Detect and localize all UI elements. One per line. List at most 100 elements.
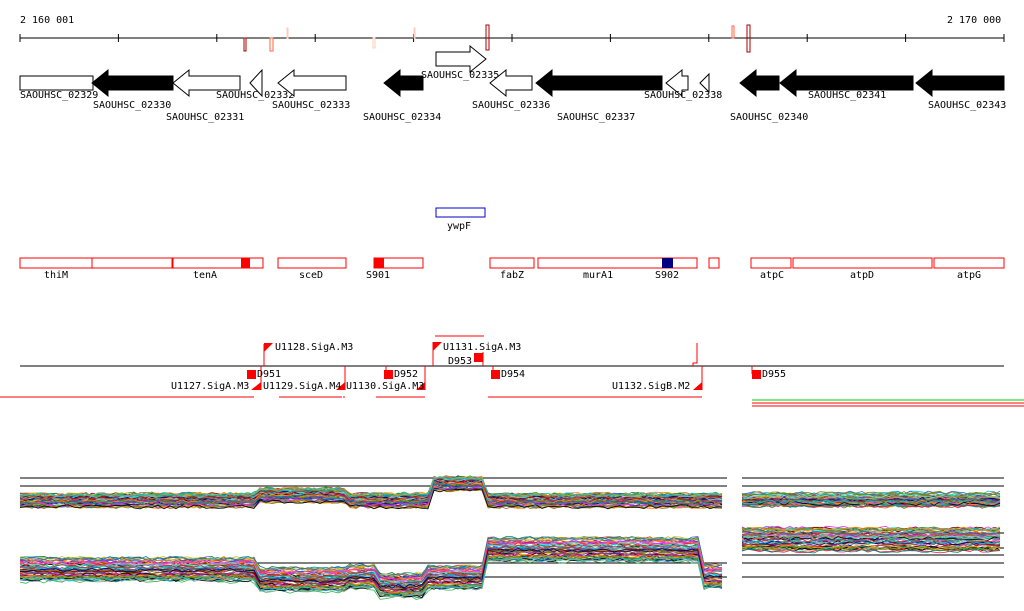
promoter-marker[interactable]: [251, 382, 261, 390]
operon-box[interactable]: [750, 257, 792, 269]
operon-box[interactable]: [537, 257, 698, 269]
promoter-marker[interactable]: [433, 342, 442, 351]
gene-label: SAOUHSC_02343: [928, 100, 1006, 111]
operon-box[interactable]: [277, 257, 347, 269]
expression-profile: [19, 554, 723, 595]
snp-marker[interactable]: [485, 24, 490, 51]
terminator-marker[interactable]: [247, 370, 256, 379]
promoter-marker[interactable]: [336, 382, 345, 390]
expression-profile: [741, 548, 1001, 554]
expression-profile: [741, 539, 1001, 544]
gene-SAOUHSC_02340[interactable]: [739, 68, 780, 98]
expression-profile: [19, 482, 723, 504]
promoter-label: U1128.SigA.M3: [275, 342, 353, 353]
promoter-marker[interactable]: [264, 343, 273, 352]
operon-box[interactable]: [933, 257, 1005, 269]
expression-profile: [741, 527, 1001, 533]
gene-SAOUHSC_02332[interactable]: [249, 68, 263, 98]
gene-SAOUHSC_02336[interactable]: [489, 68, 533, 98]
operon-label: fabZ: [500, 270, 524, 281]
terminator-marker[interactable]: [752, 370, 761, 379]
gene-SAOUHSC_02337[interactable]: [535, 68, 663, 98]
gene-label: SAOUHSC_02338: [644, 90, 722, 101]
gene-label: SAOUHSC_02337: [557, 112, 635, 123]
ywpf-label: ywpF: [447, 221, 471, 232]
ywpf-feature[interactable]: [435, 207, 486, 218]
expression-profile: [19, 540, 722, 581]
gene-label: SAOUHSC_02334: [363, 112, 441, 123]
terminator-marker[interactable]: [474, 353, 483, 362]
gene-label: SAOUHSC_02341: [808, 90, 886, 101]
expression-profile: [19, 546, 723, 587]
operon-box[interactable]: [792, 257, 933, 269]
promoter-label: U1132.SigB.M2: [612, 381, 690, 392]
snp-marker[interactable]: [413, 27, 416, 39]
expression-profile: [19, 546, 723, 588]
gene-SAOUHSC_02343[interactable]: [915, 68, 1005, 98]
gene-SAOUHSC_02334[interactable]: [383, 68, 424, 98]
expression-profile: [19, 488, 723, 510]
gene-SAOUHSC_02338[interactable]: [665, 68, 689, 98]
operon-marker: [662, 258, 673, 268]
promoter-marker[interactable]: [693, 382, 702, 390]
promoter-label: U1127.SigA.M3: [171, 381, 249, 392]
other-feature-track: ywpF: [435, 207, 486, 232]
terminator-label: D954: [501, 369, 525, 380]
snp-marker[interactable]: [746, 24, 751, 53]
expression-profile: [741, 526, 1001, 532]
expression-track: [19, 475, 1004, 600]
snp-marker[interactable]: [243, 37, 247, 52]
gene-label: SAOUHSC_02333: [272, 100, 350, 111]
expression-profile: [19, 479, 723, 501]
expression-profile: [19, 535, 723, 577]
gene-label: SAOUHSC_02331: [166, 112, 244, 123]
operon-box[interactable]: [489, 257, 535, 269]
operon-box[interactable]: [91, 257, 173, 269]
operon-marker: [241, 258, 250, 268]
gene-label: SAOUHSC_02336: [472, 100, 550, 111]
operon-box[interactable]: [19, 257, 93, 269]
gene-SAOUHSC_02331[interactable]: [172, 68, 241, 98]
expression-profile: [19, 552, 723, 593]
operon-marker: [374, 258, 384, 268]
gene-SAOUHSC_02330[interactable]: [91, 68, 174, 98]
expression-profile: [741, 501, 1001, 506]
promoter-label: U1129.SigA.M4: [263, 381, 341, 392]
gene-SAOUHSC_02335[interactable]: [435, 44, 487, 74]
snp-marker[interactable]: [372, 37, 376, 49]
terminator-marker[interactable]: [491, 370, 500, 379]
expression-profile: [741, 499, 1000, 504]
terminator-label: D953: [448, 356, 472, 367]
gene-label: SAOUHSC_02340: [730, 112, 808, 123]
expression-profile: [741, 493, 1001, 499]
operon-label: murA1: [583, 270, 613, 281]
gene-SAOUHSC_02333[interactable]: [277, 68, 347, 98]
operon-label: atpC: [760, 270, 784, 281]
operon-box[interactable]: [708, 257, 720, 269]
gene-SAOUHSC_02341[interactable]: [779, 68, 914, 98]
snp-marker[interactable]: [269, 37, 274, 52]
snp-marker[interactable]: [286, 27, 289, 39]
gene-small[interactable]: [699, 72, 710, 94]
terminator-marker[interactable]: [384, 370, 393, 379]
expression-profile: [741, 495, 1001, 501]
expression-profile: [741, 495, 1000, 501]
operon-box[interactable]: [172, 257, 264, 269]
snp-marker[interactable]: [731, 25, 735, 39]
ruler-end: 2 170 000: [947, 15, 1001, 26]
terminator-label: D952: [394, 369, 418, 380]
expression-profile: [19, 541, 723, 583]
terminator-label: D951: [257, 369, 281, 380]
expression-profile: [19, 486, 723, 508]
expression-profile: [741, 536, 1001, 541]
promoter-label: U1131.SigA.M3: [443, 342, 521, 353]
expression-profile: [741, 527, 1001, 533]
gene-label: SAOUHSC_02332: [216, 90, 294, 101]
ruler: 2 160 001 2 170 000: [19, 15, 1005, 53]
promoter-marker[interactable]: [416, 382, 425, 390]
operon-label: atpG: [957, 270, 981, 281]
gene-SAOUHSC_02329[interactable]: [19, 75, 94, 91]
operon-label: S901: [366, 270, 390, 281]
